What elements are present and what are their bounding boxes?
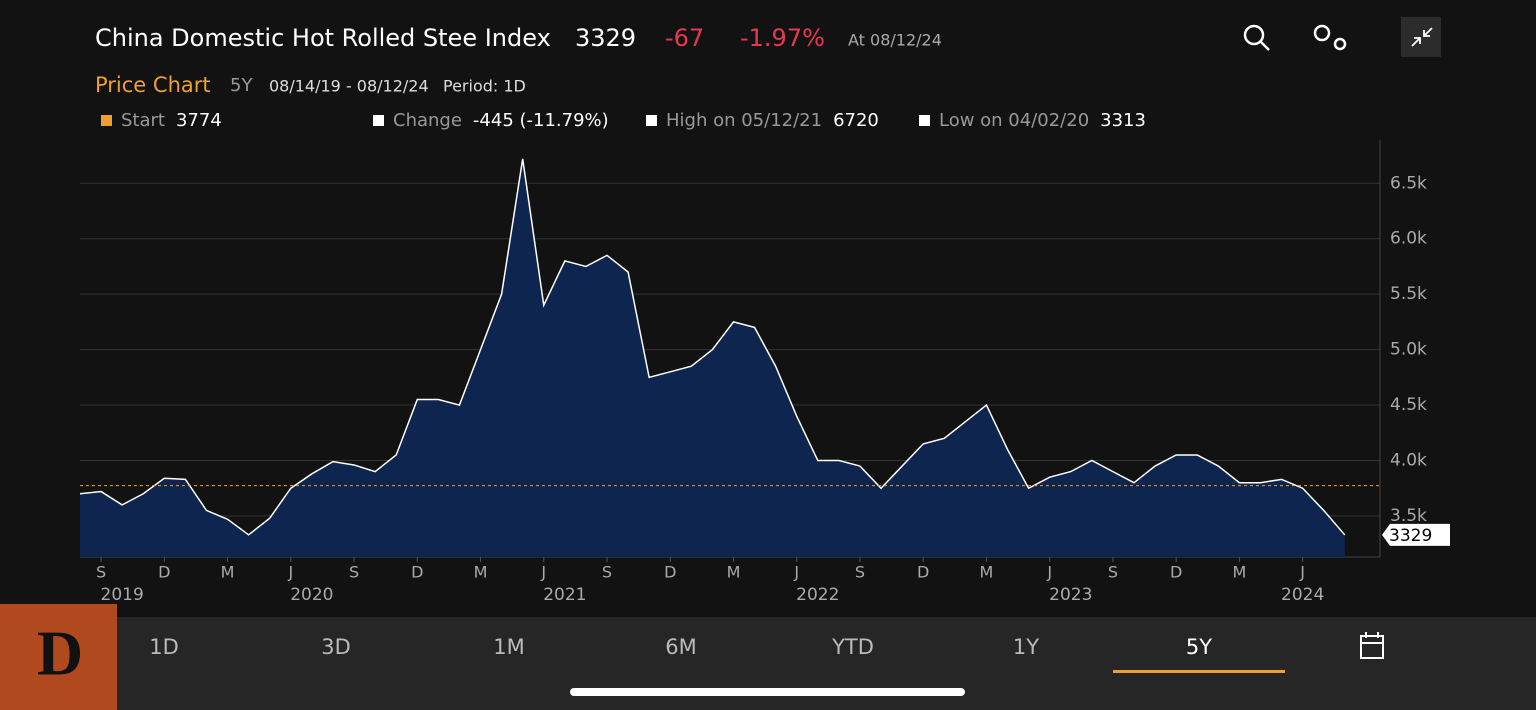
stat-label: Start bbox=[121, 110, 165, 131]
stat-marker bbox=[646, 115, 657, 126]
y-tick-label: 4.0k bbox=[1390, 451, 1427, 471]
stat-marker bbox=[919, 115, 930, 126]
stat-label: High on 05/12/21 bbox=[666, 110, 822, 131]
tab[interactable]: 5Y bbox=[1186, 635, 1212, 659]
x-tick-label: D bbox=[1170, 563, 1182, 582]
x-tick-label: S bbox=[349, 563, 359, 582]
settings-icon[interactable] bbox=[1313, 24, 1347, 51]
stat-label: Change bbox=[393, 110, 462, 131]
year-label: 2021 bbox=[543, 585, 586, 605]
area-fill bbox=[80, 158, 1345, 557]
last-value-box bbox=[1382, 523, 1450, 546]
y-tick-label: 4.5k bbox=[1390, 395, 1427, 415]
x-tick-label: M bbox=[221, 563, 235, 582]
tab[interactable]: 1D bbox=[149, 635, 179, 659]
stat-value: -445 (-11.79%) bbox=[473, 110, 609, 131]
y-tick-label: 6.5k bbox=[1390, 173, 1427, 193]
price: 3329 bbox=[575, 24, 636, 52]
x-tick-label: J bbox=[540, 563, 546, 582]
x-tick-label: M bbox=[727, 563, 741, 582]
logo: D bbox=[37, 618, 83, 689]
tab[interactable]: 1Y bbox=[1013, 635, 1039, 659]
period: Period: 1D bbox=[443, 77, 526, 96]
x-tick-label: M bbox=[1232, 563, 1246, 582]
dates: 08/14/19 - 08/12/24 bbox=[269, 77, 429, 96]
y-tick-label: 5.0k bbox=[1390, 340, 1427, 360]
x-tick-label: D bbox=[411, 563, 423, 582]
year-label: 2022 bbox=[796, 585, 839, 605]
search-icon[interactable] bbox=[1243, 24, 1270, 51]
y-tick-label: 5.5k bbox=[1390, 284, 1427, 304]
calendar-icon[interactable] bbox=[1360, 632, 1384, 659]
x-tick-label: S bbox=[1108, 563, 1118, 582]
x-tick-label: M bbox=[474, 563, 488, 582]
y-tick-label: 3.5k bbox=[1390, 506, 1427, 526]
last-value-label: 3329 bbox=[1389, 526, 1432, 546]
tab[interactable]: 6M bbox=[665, 635, 696, 659]
tab[interactable]: 1M bbox=[493, 635, 524, 659]
x-tick-label: J bbox=[1299, 563, 1305, 582]
stat-value: 3774 bbox=[176, 110, 222, 131]
y-tick-label: 6.0k bbox=[1390, 229, 1427, 249]
chart: 3.5k 4.0k 4.5k 5.0k 5.5k 6.0k 6.5k 3329 S D M J S D M J… bbox=[79, 140, 1450, 605]
x-tick-label: J bbox=[287, 563, 293, 582]
tabs: 1D 3D 1M 6M YTD 1Y 5Y bbox=[149, 635, 1285, 673]
year-label: 2020 bbox=[290, 585, 333, 605]
year-label: 2019 bbox=[101, 585, 144, 605]
change: -67 bbox=[665, 24, 704, 52]
home-indicator bbox=[570, 688, 965, 696]
stat-marker bbox=[101, 115, 112, 126]
stat-value: 6720 bbox=[833, 110, 879, 131]
collapse-icon[interactable] bbox=[1401, 17, 1441, 57]
header: China Domestic Hot Rolled Stee Index 3329… bbox=[95, 24, 1146, 131]
x-tick-label: M bbox=[980, 563, 994, 582]
year-label: 2023 bbox=[1049, 585, 1092, 605]
year-label: 2024 bbox=[1281, 585, 1324, 605]
title: China Domestic Hot Rolled Stee Index bbox=[95, 24, 551, 52]
x-tick-label: S bbox=[96, 563, 106, 582]
section: Price Chart bbox=[95, 73, 211, 97]
stat-value: 3313 bbox=[1100, 110, 1146, 131]
change-pct: -1.97% bbox=[740, 24, 825, 52]
x-tick-label: J bbox=[1046, 563, 1052, 582]
as-of: At 08/12/24 bbox=[848, 31, 942, 50]
stat-marker bbox=[373, 115, 384, 126]
price-line bbox=[79, 158, 1346, 536]
tab-bar bbox=[0, 617, 1536, 710]
tab[interactable]: YTD bbox=[831, 635, 874, 659]
x-tick-label: D bbox=[158, 563, 170, 582]
tab[interactable]: 3D bbox=[321, 635, 351, 659]
stat-label: Low on 04/02/20 bbox=[939, 110, 1089, 131]
x-tick-label: D bbox=[917, 563, 929, 582]
x-tick-label: S bbox=[602, 563, 612, 582]
x-tick-label: J bbox=[793, 563, 799, 582]
active-tab-underline bbox=[1113, 670, 1285, 673]
logo-box bbox=[0, 604, 117, 710]
x-tick-label: S bbox=[855, 563, 865, 582]
range: 5Y bbox=[230, 75, 253, 96]
x-tick-label: D bbox=[664, 563, 676, 582]
